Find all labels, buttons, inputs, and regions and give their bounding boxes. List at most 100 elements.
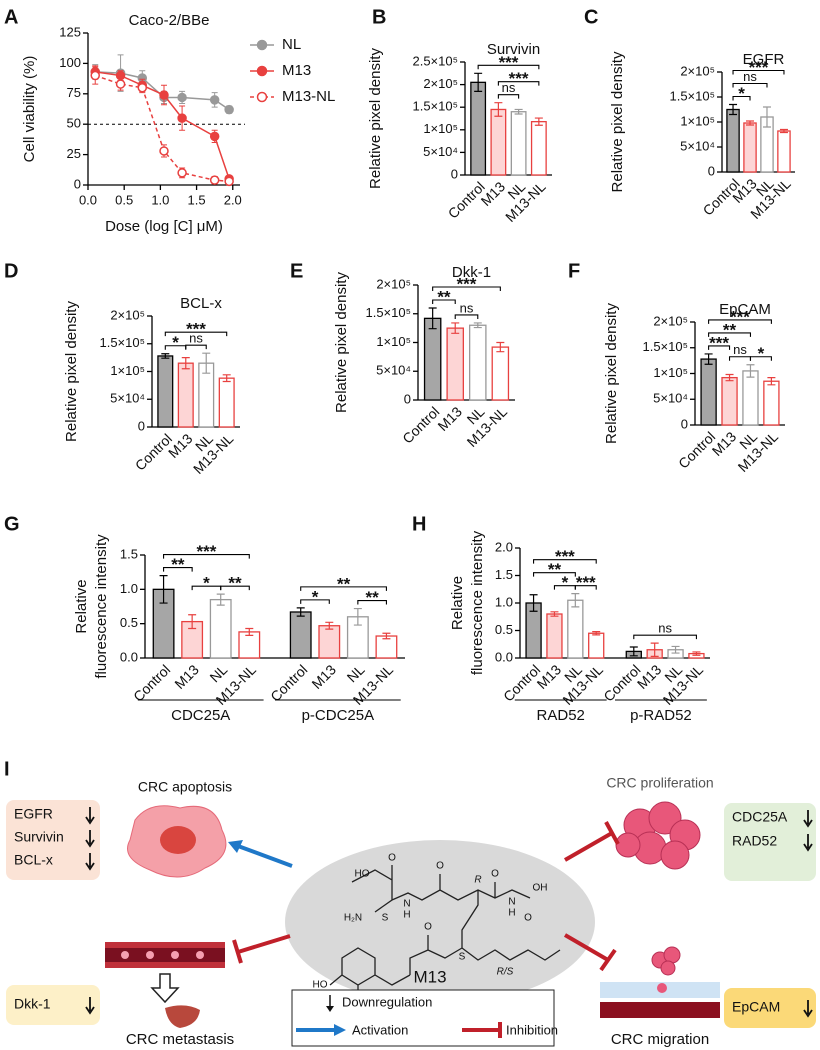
marker-box xyxy=(6,985,100,1025)
x-tick-label: Control xyxy=(267,661,310,704)
x-tick-label: 2.0 xyxy=(224,192,242,207)
significance-label: ns xyxy=(189,331,203,346)
panel-letter: B xyxy=(372,6,386,28)
marker-label: CDC25A xyxy=(732,809,788,825)
atom-label: O xyxy=(436,861,444,872)
y-tick-label: 5×10⁴ xyxy=(653,391,688,406)
legend-marker xyxy=(256,65,268,77)
atom-label: O xyxy=(524,913,532,924)
bar xyxy=(546,613,563,659)
hollow-arrow xyxy=(150,973,180,1004)
y-tick-label: 5×10⁴ xyxy=(680,138,715,153)
bar xyxy=(742,370,759,426)
data-point xyxy=(209,95,220,105)
chart-title: BCL-x xyxy=(180,295,222,312)
atom-label: HO xyxy=(355,869,370,880)
legend-label: M13 xyxy=(282,62,311,79)
significance-label: ** xyxy=(228,574,242,593)
significance-label: ** xyxy=(548,560,562,579)
y-tick-label: 1.0 xyxy=(120,581,138,596)
error-bar xyxy=(592,631,601,636)
significance-label: * xyxy=(758,344,765,363)
y-tick-label: 25 xyxy=(67,146,81,161)
y-axis-label: Relative xyxy=(449,576,466,630)
bar xyxy=(700,358,717,426)
x-axis-label: Dose (log [C] μM) xyxy=(105,218,223,235)
error-bar xyxy=(550,611,559,617)
atom-label: O xyxy=(388,853,396,864)
inhibition-arrow xyxy=(563,933,617,972)
vessel-cells xyxy=(121,951,204,959)
significance-label: *** xyxy=(555,547,575,566)
marker-box xyxy=(724,988,816,1028)
panel-letter: C xyxy=(584,6,598,28)
significance-label: ** xyxy=(437,287,451,306)
bar xyxy=(218,377,235,428)
y-tick-label: 0.5 xyxy=(495,622,513,637)
significance-bracket xyxy=(163,567,193,572)
bar xyxy=(588,632,605,659)
bar xyxy=(743,122,757,173)
inhibition-arrow xyxy=(232,934,291,964)
y-tick-label: 2×10⁵ xyxy=(653,313,688,328)
arrowhead xyxy=(228,840,243,853)
significance-bracket xyxy=(300,586,387,591)
x-tick-label: M13 xyxy=(634,661,665,692)
significance-bracket xyxy=(432,286,501,291)
significance-label: * xyxy=(312,587,319,606)
atom-label: R/S xyxy=(497,967,514,978)
data-point xyxy=(177,92,187,103)
error-bar xyxy=(222,374,231,383)
panel-letter: E xyxy=(290,260,303,282)
error-bar xyxy=(767,377,776,386)
bar xyxy=(469,324,487,401)
diagram: I M13 CRC apoptosis CRC proliferation CR… xyxy=(4,758,816,1048)
y-tick-label: 0 xyxy=(404,391,411,406)
error-bar xyxy=(671,645,680,654)
y-axis-label: fluorescence intensity xyxy=(469,530,486,675)
significance-bracket xyxy=(164,345,187,350)
y-axis-label: Relative pixel density xyxy=(333,272,350,413)
marker-label: RAD52 xyxy=(732,833,777,849)
effect-title: CRC migration xyxy=(611,1031,709,1048)
bar xyxy=(177,362,194,428)
y-axis-label: Relative pixel density xyxy=(609,51,626,192)
group-label: p-CDC25A xyxy=(302,707,375,724)
significance-bracket xyxy=(708,319,772,324)
x-tick-label: 1.5 xyxy=(188,192,206,207)
significance-label: *** xyxy=(196,542,216,561)
error-bar xyxy=(296,607,305,617)
significance-label: ** xyxy=(337,574,351,593)
marker-box xyxy=(724,803,816,881)
x-tick-label: M13 xyxy=(171,661,202,692)
significance-bracket xyxy=(732,82,768,88)
atom-label: N xyxy=(508,897,515,908)
significance-bracket xyxy=(574,585,597,590)
error-bar xyxy=(216,593,225,606)
effect-title: CRC apoptosis xyxy=(138,779,232,795)
error-bar xyxy=(474,72,483,92)
vessel xyxy=(600,1002,720,1018)
panel-letter: G xyxy=(4,513,20,535)
data-point xyxy=(177,168,187,178)
significance-bracket xyxy=(497,94,520,99)
x-tick-label: M13 xyxy=(308,661,339,692)
significance-bracket xyxy=(220,585,250,591)
legend-box xyxy=(291,989,555,1047)
significance-bracket xyxy=(164,331,228,337)
y-axis-label: Cell viability (%) xyxy=(21,56,38,163)
bar xyxy=(763,380,780,426)
significance-label: *** xyxy=(186,320,206,339)
significance-label: *** xyxy=(749,58,769,77)
y-tick-label: 0 xyxy=(451,166,458,181)
chart-title: Survivin xyxy=(487,41,540,58)
significance-label: * xyxy=(562,573,569,592)
error-bar xyxy=(353,607,362,626)
significance-label: ** xyxy=(723,320,737,339)
down-arrow xyxy=(85,853,95,871)
error-bar xyxy=(534,117,543,126)
error-bar xyxy=(188,614,197,630)
y-tick-label: 75 xyxy=(67,85,81,100)
bar xyxy=(423,317,442,401)
significance-bracket xyxy=(432,299,456,304)
